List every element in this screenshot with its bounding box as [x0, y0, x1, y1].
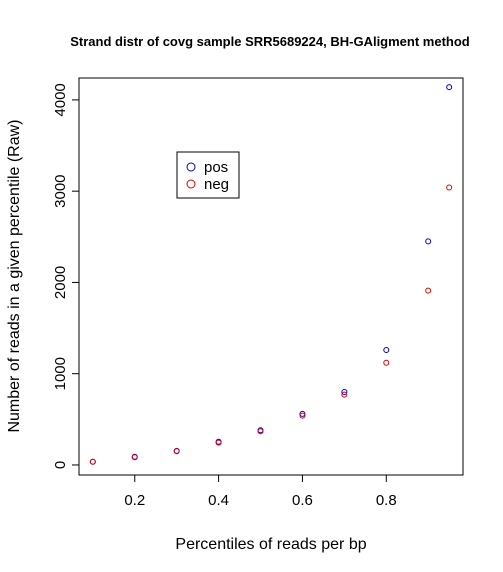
point-pos: [425, 238, 432, 245]
legend-marker-neg: [186, 179, 196, 189]
x-tick-label: 0.2: [124, 492, 145, 509]
point-neg: [257, 428, 264, 435]
y-axis-label: Number of reads in a given percentile (R…: [6, 119, 23, 432]
legend-label-neg: neg: [204, 176, 229, 193]
x-tick-label: 0.6: [292, 492, 313, 509]
point-neg: [131, 454, 138, 461]
point-pos: [299, 410, 306, 417]
y-tick-label: 4000: [52, 83, 69, 116]
point-neg: [446, 184, 453, 191]
point-pos: [446, 84, 453, 91]
y-axis: 0 1000 2000 3000 4000: [52, 83, 80, 469]
y-tick-label: 1000: [52, 357, 69, 390]
point-neg: [173, 448, 180, 455]
legend: pos neg: [176, 151, 240, 199]
point-neg: [89, 458, 96, 465]
point-neg: [425, 287, 432, 294]
legend-marker-pos: [186, 162, 196, 172]
point-neg: [383, 359, 390, 366]
point-pos: [383, 346, 390, 353]
y-tick-label: 2000: [52, 266, 69, 299]
point-neg: [341, 391, 348, 398]
point-neg: [299, 412, 306, 419]
point-pos: [341, 388, 348, 395]
x-axis-label: Percentiles of reads per bp: [175, 536, 366, 553]
point-neg: [215, 439, 222, 446]
legend-box: [176, 151, 240, 199]
chart-title: Strand distr of covg sample SRR5689224, …: [70, 34, 470, 49]
legend-label-pos: pos: [204, 159, 228, 176]
data-points: [89, 84, 453, 465]
plot-frame: [78, 77, 464, 476]
y-tick-label: 3000: [52, 174, 69, 207]
y-tick-label: 0: [52, 461, 69, 469]
x-axis: 0.2 0.4 0.6 0.8: [124, 474, 397, 509]
x-tick-label: 0.4: [208, 492, 229, 509]
x-tick-label: 0.8: [376, 492, 397, 509]
